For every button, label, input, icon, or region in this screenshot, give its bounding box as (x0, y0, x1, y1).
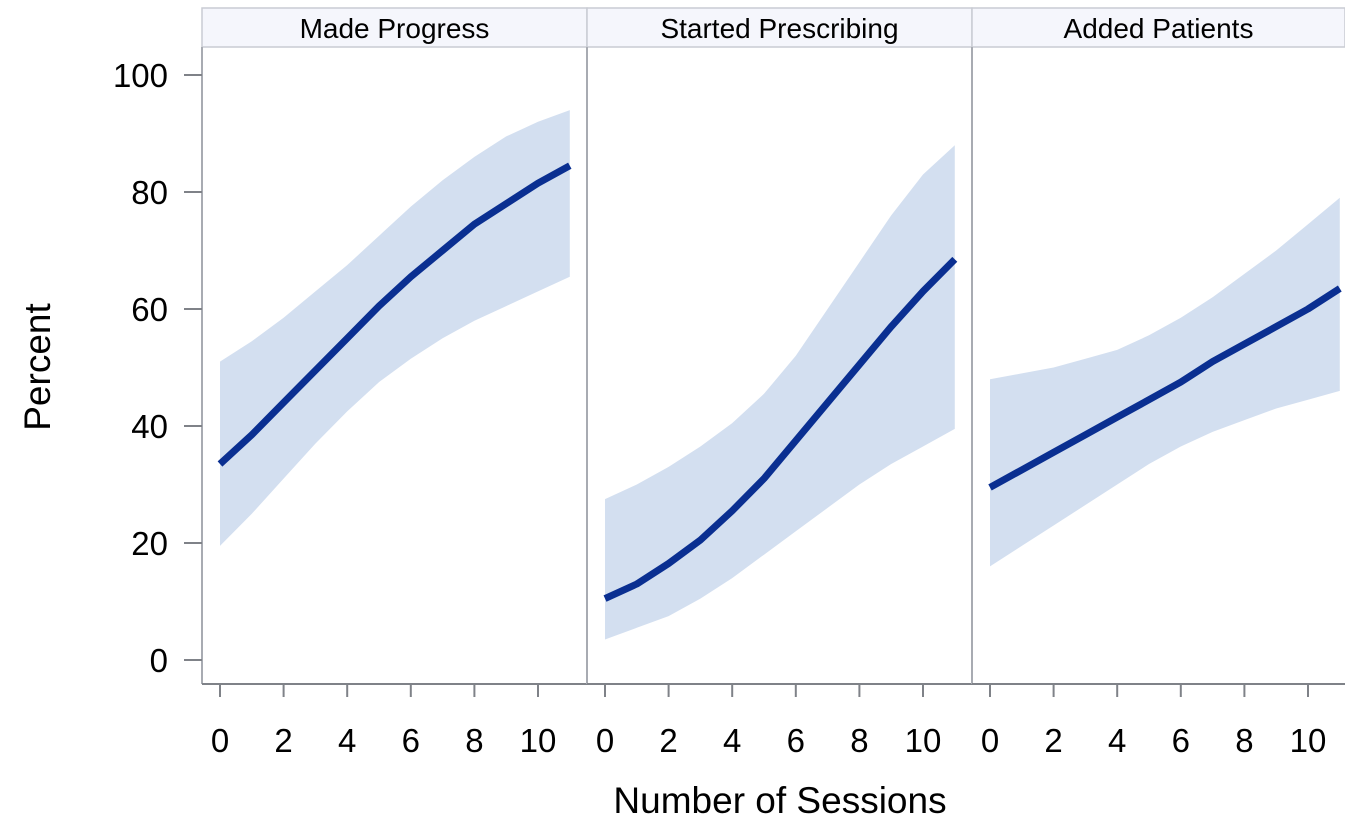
confidence-band (605, 145, 955, 640)
estimate-line (988, 285, 1342, 491)
panel-header (586, 7, 973, 48)
y-tick-label: 40 (131, 408, 168, 445)
axes-layer: 0 20 40 60 80 100 (113, 57, 202, 679)
estimate-line (603, 256, 958, 602)
panel-3: Added Patients 0 2 4 6 8 10 (971, 7, 1345, 759)
y-tick-label: 0 (150, 642, 168, 679)
x-tick-label: 8 (1235, 722, 1253, 759)
x-tick-label: 0 (211, 722, 229, 759)
panel-title: Made Progress (300, 13, 490, 44)
panel-title: Added Patients (1064, 13, 1254, 44)
x-tick-label: 2 (274, 722, 292, 759)
x-tick-label: 2 (1044, 722, 1062, 759)
estimate-line (217, 162, 572, 467)
confidence-band (990, 197, 1340, 567)
x-tick-label: 8 (850, 722, 868, 759)
panel-2: Started Prescribing 0 2 4 6 8 10 (586, 7, 973, 759)
x-tick-label: 6 (1172, 722, 1190, 759)
panel-title: Started Prescribing (660, 13, 898, 44)
x-tick-label: 10 (905, 722, 942, 759)
panel-header (201, 7, 588, 48)
x-tick-label: 6 (402, 722, 420, 759)
y-axis-title: Percent (17, 303, 58, 431)
x-tick-label: 10 (520, 722, 557, 759)
panel-1: Made Progress 0 2 4 6 8 10 (201, 7, 588, 759)
x-tick-label: 0 (981, 722, 999, 759)
panel-header (971, 7, 1345, 48)
x-tick-label: 0 (596, 722, 614, 759)
x-tick-label: 4 (338, 722, 356, 759)
x-tick-label: 6 (787, 722, 805, 759)
panels-layer: Made Progress 0 2 4 6 8 10 Started Prescribing 0… (201, 7, 1345, 759)
x-tick-label: 8 (465, 722, 483, 759)
x-tick-label: 4 (723, 722, 741, 759)
y-tick-label: 20 (131, 525, 168, 562)
y-tick-label: 60 (131, 291, 168, 328)
x-axis-title: Number of Sessions (613, 780, 946, 817)
y-tick-label: 100 (113, 57, 168, 94)
y-tick-label: 80 (131, 174, 168, 211)
x-tick-label: 4 (1108, 722, 1126, 759)
x-tick-label: 2 (659, 722, 677, 759)
confidence-band (220, 110, 570, 546)
x-tick-label: 10 (1290, 722, 1327, 759)
